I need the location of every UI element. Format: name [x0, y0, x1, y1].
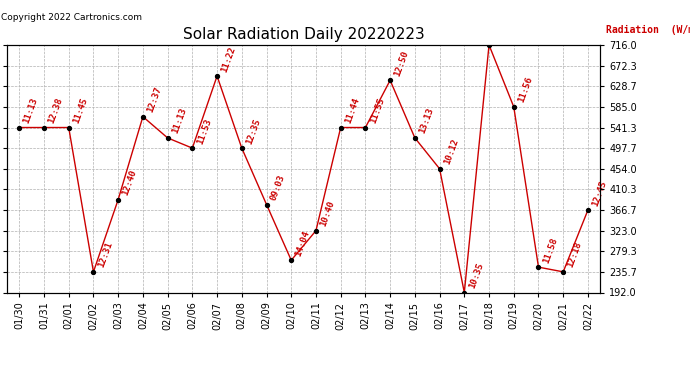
Point: [335, 124, 346, 130]
Point: [360, 124, 371, 130]
Point: [137, 114, 148, 120]
Text: 11:22: 11:22: [220, 45, 237, 73]
Point: [533, 264, 544, 270]
Text: 10:40: 10:40: [319, 200, 337, 228]
Point: [14, 124, 25, 130]
Text: 12:40: 12:40: [121, 168, 139, 197]
Text: 12:31: 12:31: [96, 241, 114, 269]
Text: 12:50: 12:50: [393, 49, 411, 78]
Point: [484, 42, 495, 48]
Point: [112, 196, 124, 202]
Point: [236, 145, 247, 151]
Point: [63, 124, 75, 130]
Text: 11:13: 11:13: [22, 96, 40, 125]
Text: 11:58: 11:58: [541, 236, 559, 264]
Point: [212, 73, 223, 79]
Point: [187, 145, 198, 151]
Text: 11:53: 11:53: [195, 117, 213, 146]
Point: [434, 166, 445, 172]
Point: [509, 104, 520, 110]
Point: [286, 257, 297, 263]
Text: 12:37: 12:37: [146, 86, 164, 114]
Text: 12:18: 12:18: [566, 241, 584, 269]
Text: 11:13: 11:13: [170, 107, 188, 135]
Point: [558, 269, 569, 275]
Text: 10:35: 10:35: [467, 261, 485, 290]
Text: 14:04: 14:04: [294, 229, 312, 258]
Point: [261, 201, 272, 207]
Text: 11:44: 11:44: [344, 96, 361, 125]
Point: [88, 269, 99, 275]
Title: Solar Radiation Daily 20220223: Solar Radiation Daily 20220223: [183, 27, 424, 42]
Text: 12:45: 12:45: [591, 179, 609, 207]
Text: 10:12: 10:12: [442, 138, 460, 166]
Text: Radiation  (W/m2): Radiation (W/m2): [607, 25, 690, 35]
Text: 11:55: 11:55: [368, 96, 386, 125]
Text: 12:35: 12:35: [244, 117, 262, 146]
Point: [582, 207, 593, 213]
Text: 11:56: 11:56: [517, 76, 534, 104]
Point: [459, 290, 470, 296]
Text: 13:13: 13:13: [417, 107, 435, 135]
Point: [310, 228, 322, 234]
Text: 11:45: 11:45: [72, 96, 89, 125]
Text: 12:38: 12:38: [47, 96, 64, 125]
Point: [384, 77, 395, 83]
Text: Copyright 2022 Cartronics.com: Copyright 2022 Cartronics.com: [1, 13, 142, 22]
Text: 09:03: 09:03: [269, 173, 287, 202]
Point: [162, 135, 173, 141]
Point: [409, 135, 420, 141]
Point: [39, 124, 50, 130]
